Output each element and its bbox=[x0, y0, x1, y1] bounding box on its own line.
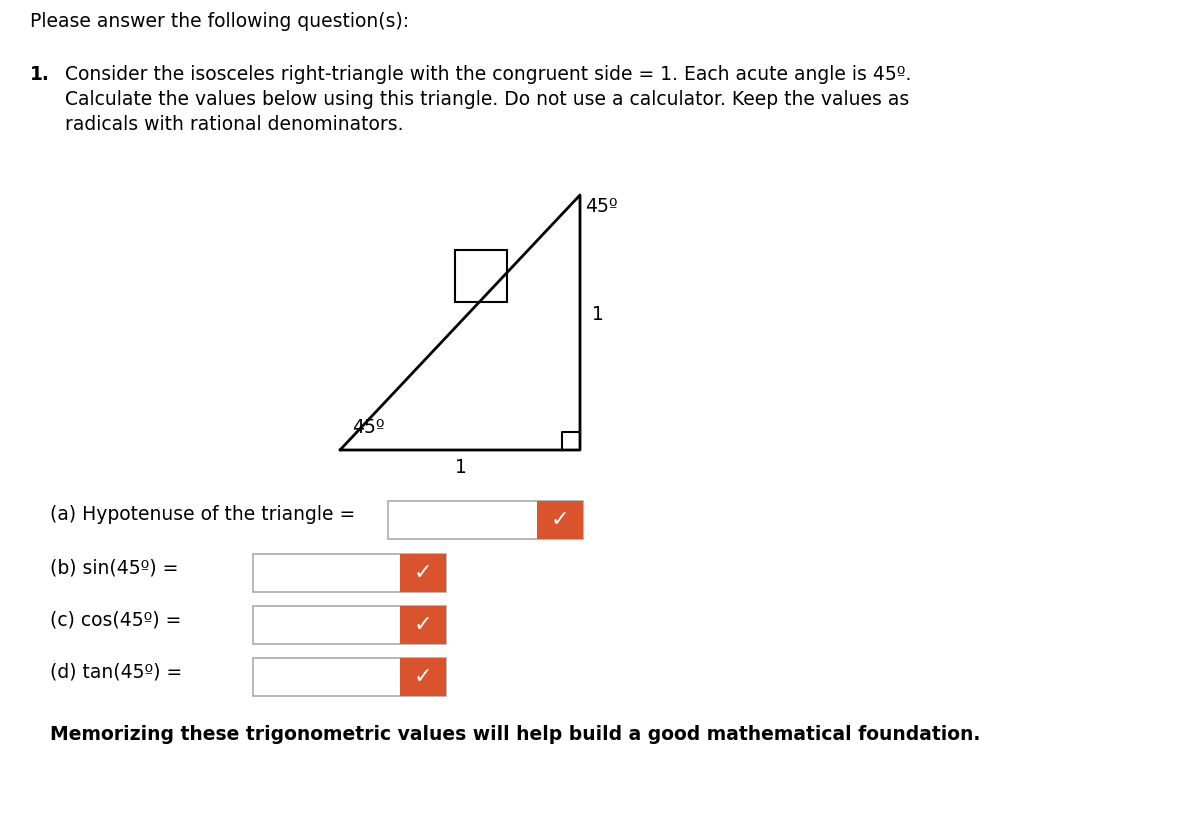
Bar bbox=[253, 658, 446, 696]
Text: 45º: 45º bbox=[586, 197, 618, 216]
Text: ✓: ✓ bbox=[414, 615, 432, 635]
Text: 45º: 45º bbox=[352, 418, 385, 437]
Text: 1: 1 bbox=[592, 305, 604, 324]
Text: (d) tan(45º) =: (d) tan(45º) = bbox=[50, 662, 182, 681]
Bar bbox=[253, 606, 446, 644]
Text: 1: 1 bbox=[455, 458, 467, 477]
Bar bbox=[400, 554, 446, 592]
Text: ✓: ✓ bbox=[414, 563, 432, 583]
Text: (a) Hypotenuse of the triangle =: (a) Hypotenuse of the triangle = bbox=[50, 505, 355, 524]
Bar bbox=[388, 501, 583, 539]
Bar bbox=[253, 554, 446, 592]
Text: ✓: ✓ bbox=[414, 667, 432, 687]
Bar bbox=[400, 658, 446, 696]
Text: (b) sin(45º) =: (b) sin(45º) = bbox=[50, 558, 179, 577]
Text: radicals with rational denominators.: radicals with rational denominators. bbox=[65, 115, 403, 134]
Text: Memorizing these trigonometric values will help build a good mathematical founda: Memorizing these trigonometric values wi… bbox=[50, 725, 980, 744]
Text: ✓: ✓ bbox=[551, 510, 569, 530]
Bar bbox=[455, 250, 508, 302]
Text: 1.: 1. bbox=[30, 65, 50, 84]
Bar bbox=[538, 501, 583, 539]
Text: Consider the isosceles right-triangle with the congruent side = 1. Each acute an: Consider the isosceles right-triangle wi… bbox=[65, 65, 911, 84]
Text: Please answer the following question(s):: Please answer the following question(s): bbox=[30, 12, 409, 31]
Bar bbox=[400, 606, 446, 644]
Text: (c) cos(45º) =: (c) cos(45º) = bbox=[50, 610, 181, 629]
Text: Calculate the values below using this triangle. Do not use a calculator. Keep th: Calculate the values below using this tr… bbox=[65, 90, 910, 109]
